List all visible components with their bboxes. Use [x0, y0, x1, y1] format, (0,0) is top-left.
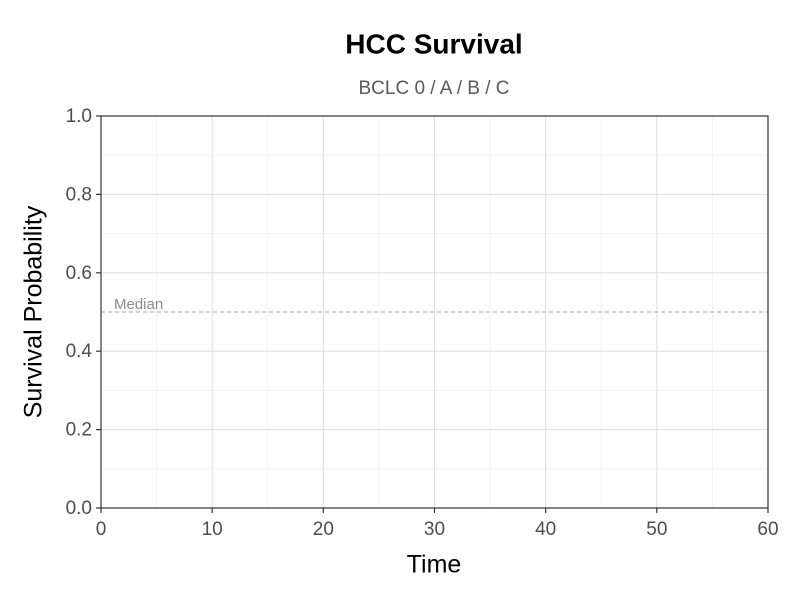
- plot-frame: [100, 115, 769, 509]
- x-tick-label: 40: [535, 519, 556, 540]
- median-label: Median: [114, 296, 163, 313]
- x-tick-label: 30: [424, 519, 445, 540]
- x-tick-label: 10: [202, 519, 223, 540]
- x-tick-label: 20: [313, 519, 334, 540]
- chart-subtitle: BCLC 0 / A / B / C: [358, 78, 509, 99]
- x-tick-label: 0: [96, 519, 107, 540]
- y-tick-label: 0.6: [66, 263, 92, 284]
- y-tick-label: 0.8: [66, 184, 92, 205]
- x-axis-label: Time: [407, 551, 462, 579]
- chart-title: HCC Survival: [345, 28, 522, 59]
- plot-area: Median: [101, 296, 768, 313]
- y-tick-label: 0.2: [66, 420, 92, 441]
- y-tick-label: 0.0: [66, 498, 92, 519]
- y-tick-label: 0.4: [66, 341, 93, 362]
- y-tick-label: 1.0: [66, 106, 92, 127]
- x-tick-label: 50: [646, 519, 667, 540]
- y-axis-label: Survival Probability: [20, 205, 48, 418]
- x-tick-label: 60: [757, 519, 778, 540]
